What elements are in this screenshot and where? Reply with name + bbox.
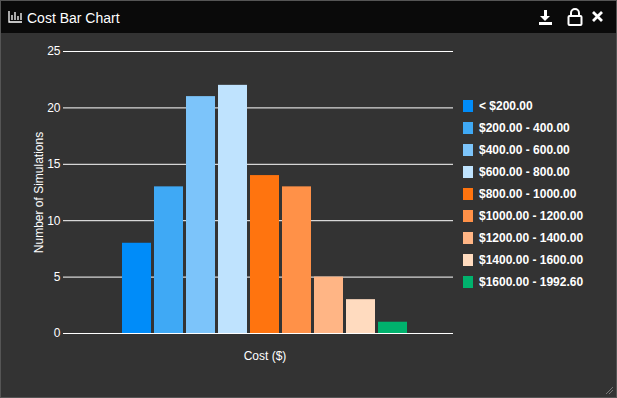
- html-text:$800.00 - 1000.00: $800.00 - 1000.00: [479, 187, 577, 201]
- html-text:$1000.00 - 1200.00: $1000.00 - 1200.00: [479, 209, 584, 223]
- html-text:$600.00 - 800.00: $600.00 - 800.00: [479, 165, 570, 179]
- svg-text:5: 5: [54, 270, 61, 284]
- svg-text:0: 0: [54, 326, 61, 340]
- html-text:$1600.00 - 1992.60: $1600.00 - 1992.60: [479, 275, 584, 289]
- svg-text:Number of Simulations: Number of Simulations: [32, 132, 46, 253]
- html-text:Cost Bar Chart: Cost Bar Chart: [27, 10, 120, 26]
- html-text:$400.00 - 600.00: $400.00 - 600.00: [479, 143, 570, 157]
- svg-text:10: 10: [47, 214, 61, 228]
- svg-text:Cost ($): Cost ($): [244, 349, 287, 363]
- html-text:$200.00 - 400.00: $200.00 - 400.00: [479, 121, 570, 135]
- html-text:$1400.00 - 1600.00: $1400.00 - 1600.00: [479, 253, 584, 267]
- html-text:$1200.00 - 1400.00: $1200.00 - 1400.00: [479, 231, 584, 245]
- svg-text:25: 25: [47, 44, 61, 58]
- svg-text:20: 20: [47, 101, 61, 115]
- svg-text:15: 15: [47, 157, 61, 171]
- html-text:< $200.00: < $200.00: [479, 99, 533, 113]
